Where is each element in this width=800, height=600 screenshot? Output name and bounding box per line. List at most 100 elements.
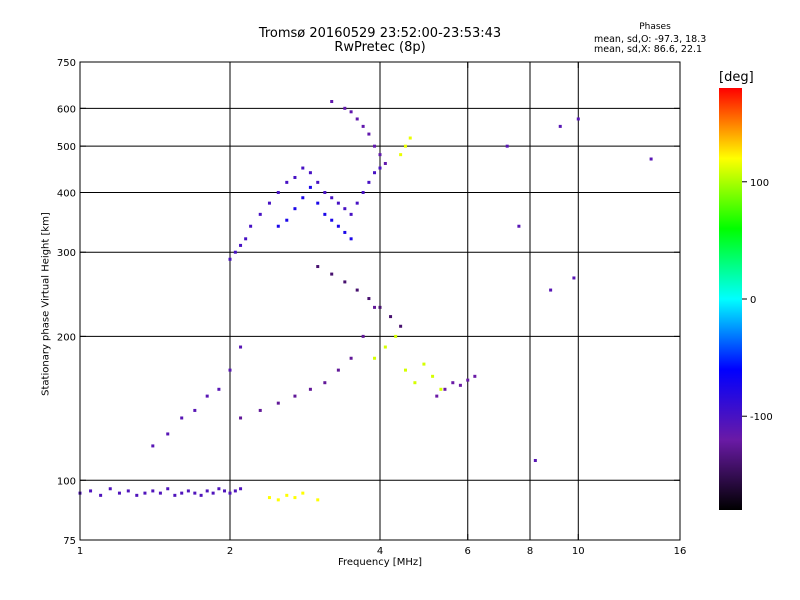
data-point: [533, 458, 537, 462]
data-point: [349, 110, 353, 114]
data-point: [343, 280, 347, 284]
grid-lines: [80, 62, 680, 540]
data-point: [205, 489, 209, 493]
data-point: [143, 491, 147, 495]
data-point: [193, 408, 197, 412]
data-point: [403, 144, 407, 148]
data-point: [361, 124, 365, 128]
data-point: [330, 272, 334, 276]
data-point: [336, 368, 340, 372]
x-axis-ticks: 1 2 4 6 8 10 16: [77, 62, 687, 557]
data-point: [466, 378, 470, 382]
data-point: [361, 334, 365, 338]
data-point: [576, 117, 580, 121]
data-point: [378, 166, 382, 170]
x-tick-label: 10: [572, 546, 585, 557]
data-point: [217, 487, 221, 491]
data-point: [166, 487, 170, 491]
data-point: [249, 224, 253, 228]
data-point: [389, 315, 393, 319]
data-point: [473, 374, 477, 378]
data-point: [443, 387, 447, 391]
y-tick-label: 400: [57, 188, 76, 199]
data-point: [323, 190, 327, 194]
colorbar-ticks: 100 0 -100: [742, 178, 773, 423]
data-point: [394, 334, 398, 338]
data-point: [126, 489, 130, 493]
data-point: [323, 381, 327, 385]
data-point: [373, 356, 377, 360]
data-point: [378, 305, 382, 309]
y-tick-label: 600: [57, 104, 76, 115]
data-point: [217, 387, 221, 391]
data-point: [330, 196, 334, 200]
y-tick-label: 200: [57, 332, 76, 343]
x-tick-label: 16: [674, 546, 687, 557]
data-point: [422, 362, 426, 366]
data-points: [78, 100, 653, 502]
data-point: [378, 153, 382, 157]
data-point: [108, 487, 112, 491]
data-point: [233, 250, 237, 254]
data-point: [399, 324, 403, 328]
data-point: [276, 224, 280, 228]
data-point: [193, 491, 197, 495]
data-point: [308, 387, 312, 391]
data-point: [293, 496, 297, 500]
data-point: [413, 381, 417, 385]
data-point: [367, 180, 371, 184]
data-point: [276, 401, 280, 405]
data-point: [301, 491, 305, 495]
data-point: [301, 196, 305, 200]
legend-stat-o: mean, sd,O: -97.3, 18.3: [594, 34, 707, 45]
data-point: [186, 489, 190, 493]
x-tick-label: 2: [227, 546, 233, 557]
data-point: [285, 218, 289, 222]
data-point: [158, 491, 162, 495]
data-point: [431, 374, 435, 378]
data-point: [458, 383, 462, 387]
data-point: [330, 218, 334, 222]
data-point: [439, 387, 443, 391]
data-point: [267, 201, 271, 205]
data-point: [349, 356, 353, 360]
data-point: [239, 487, 243, 491]
data-point: [343, 106, 347, 110]
data-point: [239, 243, 243, 247]
data-point: [199, 493, 203, 497]
data-point: [151, 444, 155, 448]
data-point: [205, 394, 209, 398]
data-point: [228, 368, 232, 372]
x-tick-label: 1: [77, 546, 83, 557]
y-axis-label: Stationary phase Virtual Height [km]: [40, 212, 52, 396]
data-point: [323, 212, 327, 216]
data-point: [285, 493, 289, 497]
data-point: [572, 276, 576, 280]
data-point: [258, 408, 262, 412]
y-axis-ticks: 75 100 200 300 400 500 600 750: [57, 58, 680, 547]
data-point: [267, 496, 271, 500]
y-tick-label: 300: [57, 248, 76, 259]
data-point: [223, 489, 227, 493]
data-point: [330, 100, 334, 104]
data-point: [293, 175, 297, 179]
colorbar-title: [deg]: [719, 70, 754, 85]
data-point: [316, 180, 320, 184]
y-tick-label: 100: [57, 476, 76, 487]
data-point: [349, 212, 353, 216]
legend-heading: Phases: [639, 22, 671, 32]
x-axis-label: Frequency [MHz]: [337, 557, 423, 568]
data-point: [308, 171, 312, 175]
y-tick-label: 500: [57, 142, 76, 153]
chart-subtitle: RwPretec (8p): [334, 40, 426, 55]
data-point: [293, 394, 297, 398]
x-tick-label: 8: [527, 546, 533, 557]
data-point: [383, 161, 387, 165]
data-point: [166, 432, 170, 436]
data-point: [558, 124, 562, 128]
data-point: [355, 288, 359, 292]
data-point: [505, 144, 509, 148]
data-point: [649, 157, 653, 161]
y-tick-label: 750: [57, 58, 76, 69]
data-point: [244, 237, 248, 241]
